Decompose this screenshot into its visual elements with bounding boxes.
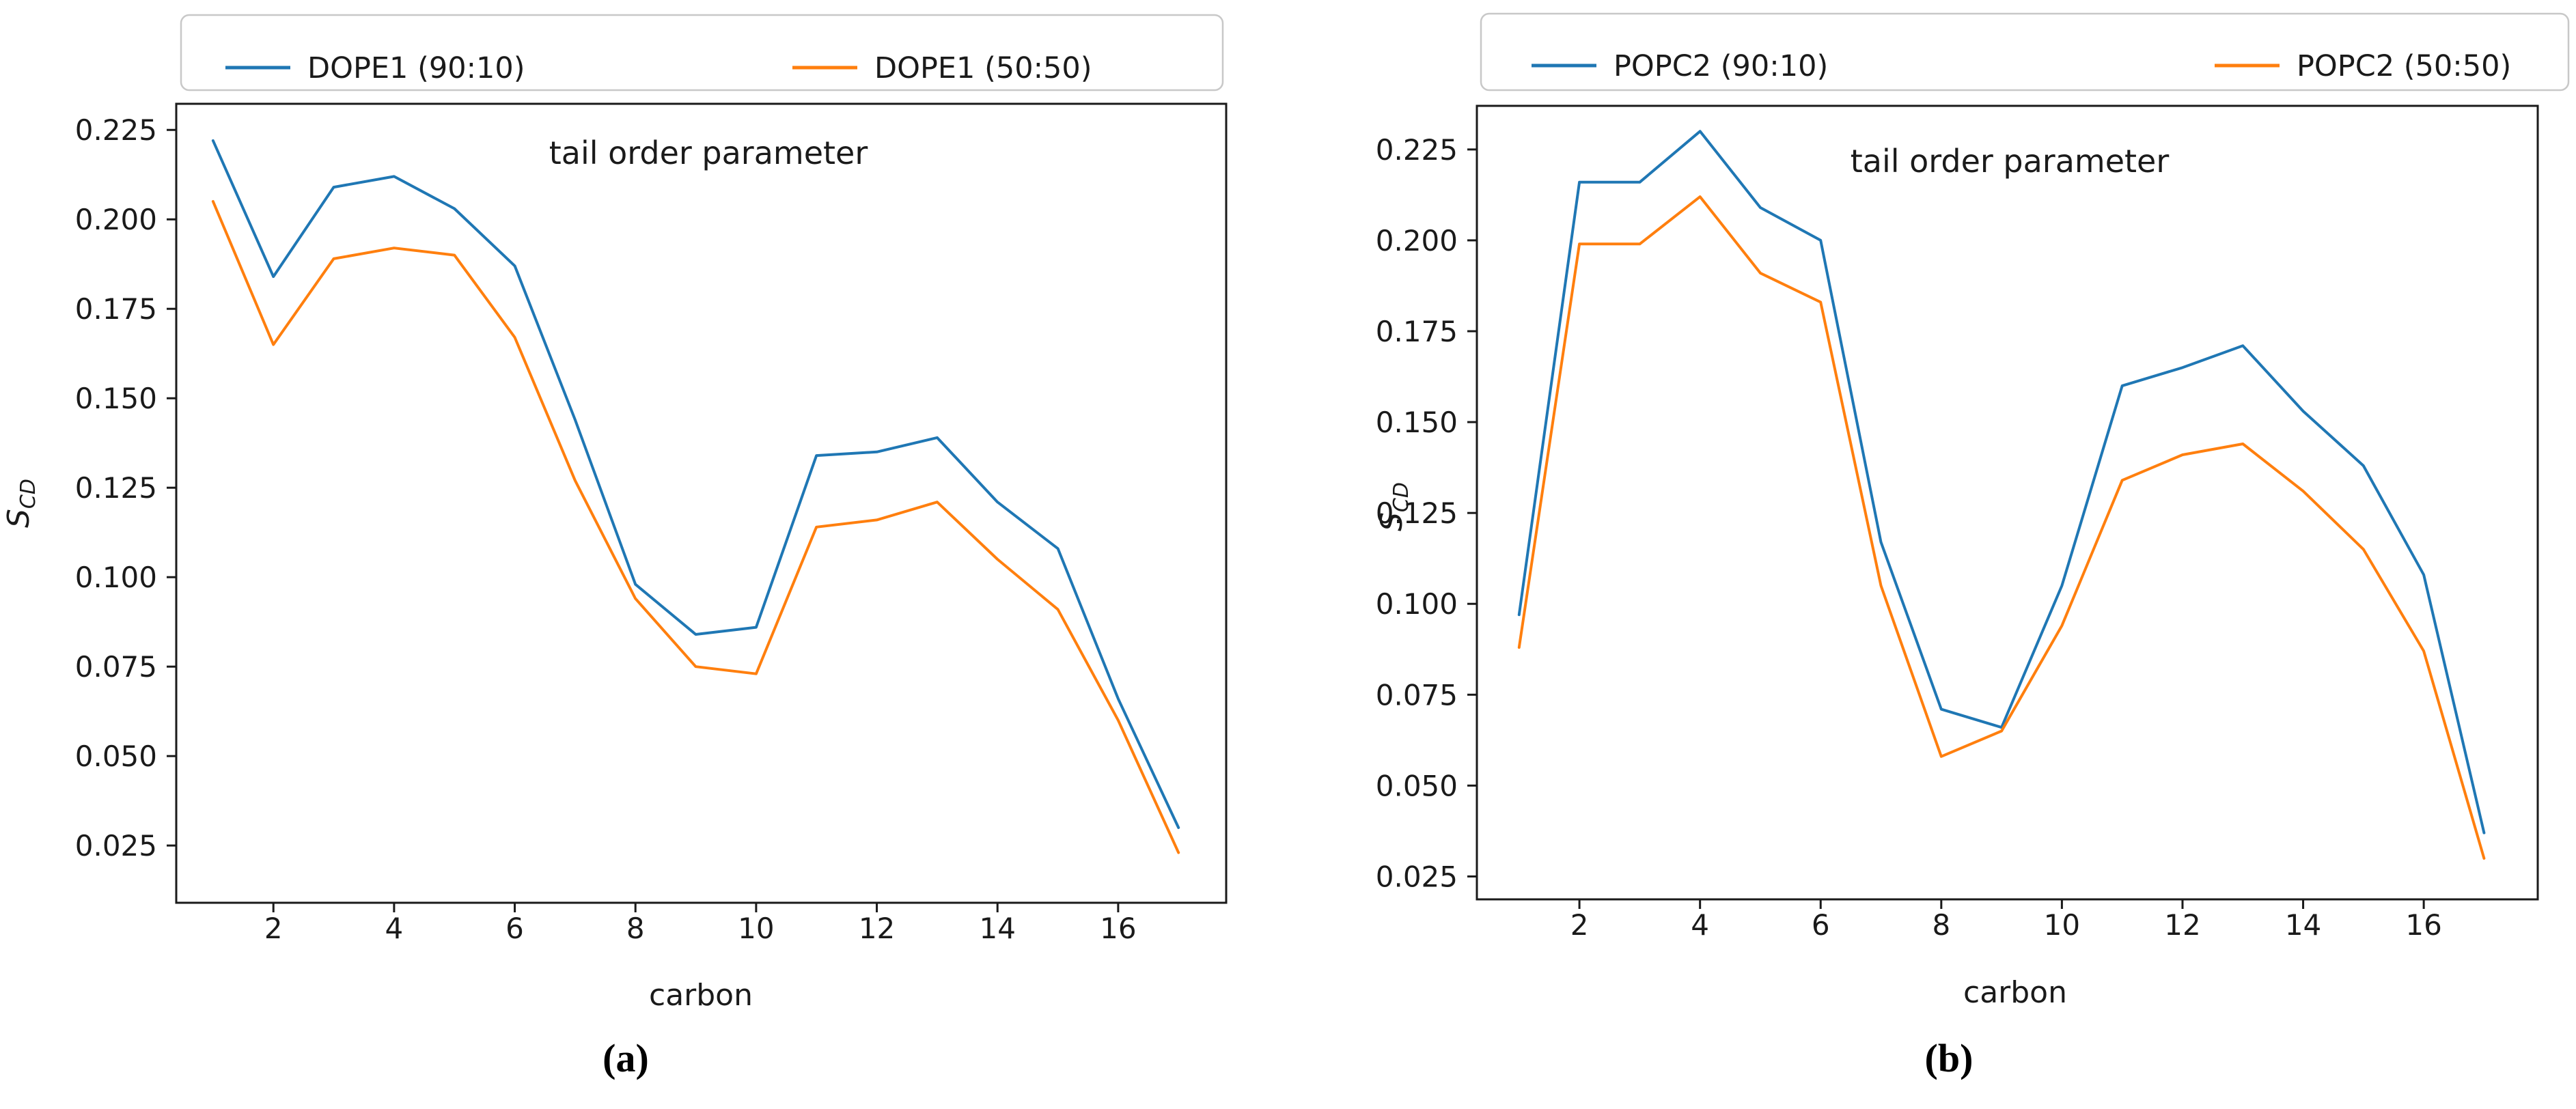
x-tick-label: 12 (2164, 908, 2200, 942)
x-tick-label: 10 (738, 912, 774, 945)
series-line-POPC2-90-10 (1517, 130, 2486, 834)
y-tick-label: 0.125 (75, 471, 157, 505)
x-tick-label: 8 (626, 912, 645, 945)
x-tick-label: 16 (1100, 912, 1136, 945)
legend-label: DOPE1 (50:50) (874, 51, 1092, 85)
chart-panel-b: 0.025 0.050 0.075 0.100 0.125 0.150 0.175 0.200… (1374, 12, 2570, 1010)
y-tick-label: 0.175 (1376, 315, 1458, 348)
x-axis-label: carbon (649, 978, 753, 1013)
legend-label: POPC2 (50:50) (2297, 49, 2511, 83)
y-tick-label: 0.200 (1376, 224, 1458, 257)
x-tick-label: 2 (264, 912, 283, 945)
y-tick-label: 0.100 (75, 561, 157, 594)
x-tick-label: 12 (859, 912, 895, 945)
figure-caption-a: (a) (603, 1036, 649, 1080)
y-tick-label: 0.175 (75, 292, 157, 326)
x-axis-label: carbon (1963, 975, 2067, 1010)
y-tick-label: 0.075 (1376, 678, 1458, 712)
y-tick-label: 0.150 (75, 382, 157, 415)
x-tick-label: 8 (1932, 908, 1950, 942)
y-tick-label: 0.050 (1376, 769, 1458, 802)
x-tick-label: 4 (1691, 908, 1709, 942)
legend-label: POPC2 (90:10) (1614, 49, 1828, 83)
y-tick-label: 0.225 (75, 113, 157, 147)
y-axis-label: SCD (1374, 482, 1413, 531)
x-tick-label: 2 (1570, 908, 1589, 942)
legend-label: DOPE1 (90:10) (307, 51, 525, 85)
y-tick-label: 0.100 (1376, 587, 1458, 621)
y-tick-label: 0.125 (1376, 496, 1458, 530)
chart-title: tail order parameter (549, 135, 868, 171)
x-tick-label: 6 (505, 912, 524, 945)
x-tick-label: 14 (979, 912, 1015, 945)
y-tick-label: 0.050 (75, 740, 157, 773)
x-tick-label: 14 (2285, 908, 2321, 942)
chart-title: tail order parameter (1851, 143, 2170, 180)
plot-frame (175, 102, 1228, 904)
y-tick-label: 0.025 (1376, 860, 1458, 893)
plot-frame (1476, 104, 2539, 901)
x-tick-label: 4 (385, 912, 404, 945)
y-tick-label: 0.075 (75, 650, 157, 684)
y-tick-label: 0.025 (75, 829, 157, 862)
x-tick-label: 10 (2044, 908, 2080, 942)
x-tick-label: 6 (1812, 908, 1830, 942)
y-tick-label: 0.200 (75, 203, 157, 236)
series-line-DOPE1-90-10 (211, 139, 1180, 829)
legend-box (1480, 12, 2570, 92)
chart-panel-a: 0.025 0.050 0.075 0.100 0.125 0.150 0.175 0.200… (1, 14, 1228, 1013)
x-tick-label: 16 (2405, 908, 2441, 942)
y-axis-label: SCD (1, 479, 40, 528)
y-tick-label: 0.225 (1376, 133, 1458, 167)
series-line-POPC2-50-50 (1517, 195, 2486, 860)
legend-box (180, 14, 1224, 92)
figure-caption-b: (b) (1924, 1036, 1973, 1080)
y-tick-label: 0.150 (1376, 406, 1458, 439)
series-line-DOPE1-50-50 (211, 200, 1180, 854)
